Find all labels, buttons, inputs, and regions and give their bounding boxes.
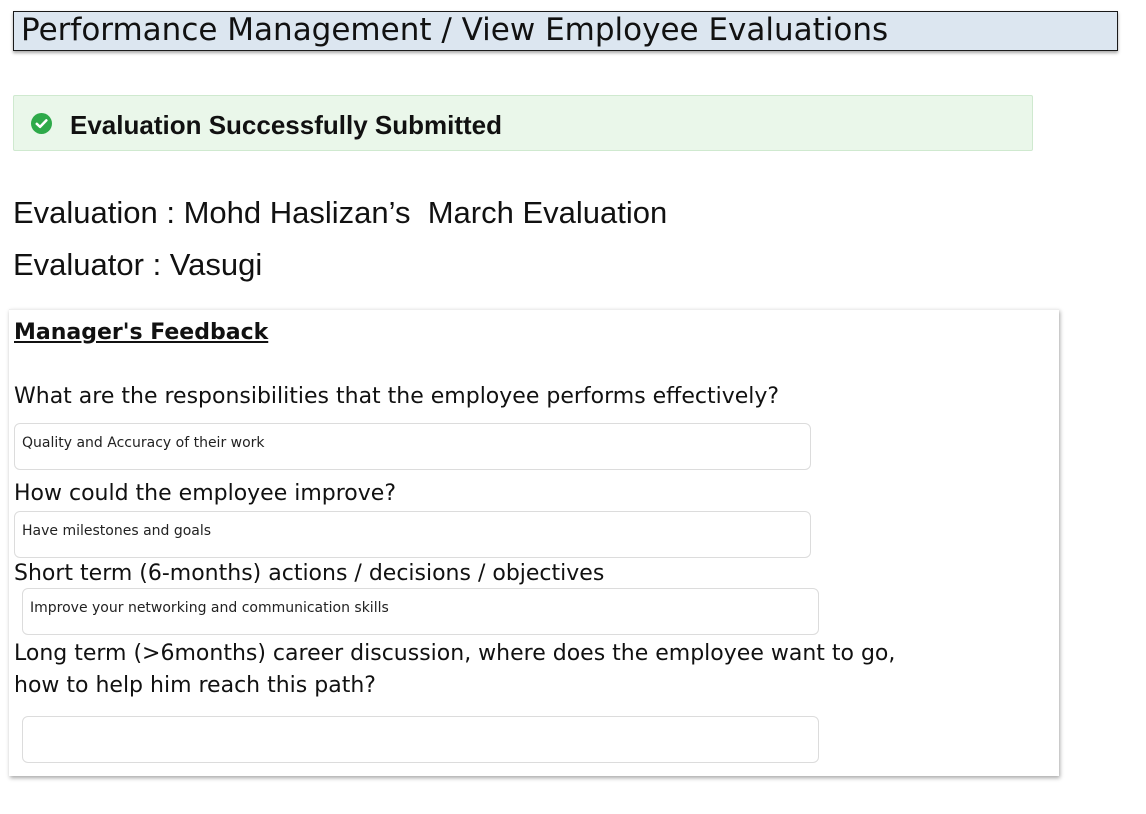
managers-feedback-card: Manager's Feedback What are the responsi… <box>9 309 1059 776</box>
question-long-term-line1: Long term (>6months) career discussion, … <box>14 641 896 666</box>
evaluator-name: Evaluator : Vasugi <box>13 247 263 282</box>
check-circle-icon <box>31 113 52 134</box>
question-improvement: How could the employee improve? <box>14 481 397 506</box>
answer-effective-responsibilities[interactable]: Quality and Accuracy of their work <box>14 423 811 470</box>
answer-long-term[interactable] <box>22 716 819 763</box>
evaluation-name: Evaluation : Mohd Haslizan’s March Evalu… <box>13 195 668 230</box>
success-alert: Evaluation Successfully Submitted <box>13 95 1033 151</box>
question-long-term-line2: how to help him reach this path? <box>14 673 376 698</box>
question-short-term: Short term (6-months) actions / decision… <box>14 561 605 586</box>
answer-short-term[interactable]: Improve your networking and communicatio… <box>22 588 819 635</box>
alert-message: Evaluation Successfully Submitted <box>70 110 502 140</box>
answer-improvement[interactable]: Have milestones and goals <box>14 511 811 558</box>
feedback-section-title: Manager's Feedback <box>14 320 269 345</box>
question-effective-responsibilities: What are the responsibilities that the e… <box>14 384 780 409</box>
page-breadcrumb: Performance Management / View Employee E… <box>13 11 1118 51</box>
